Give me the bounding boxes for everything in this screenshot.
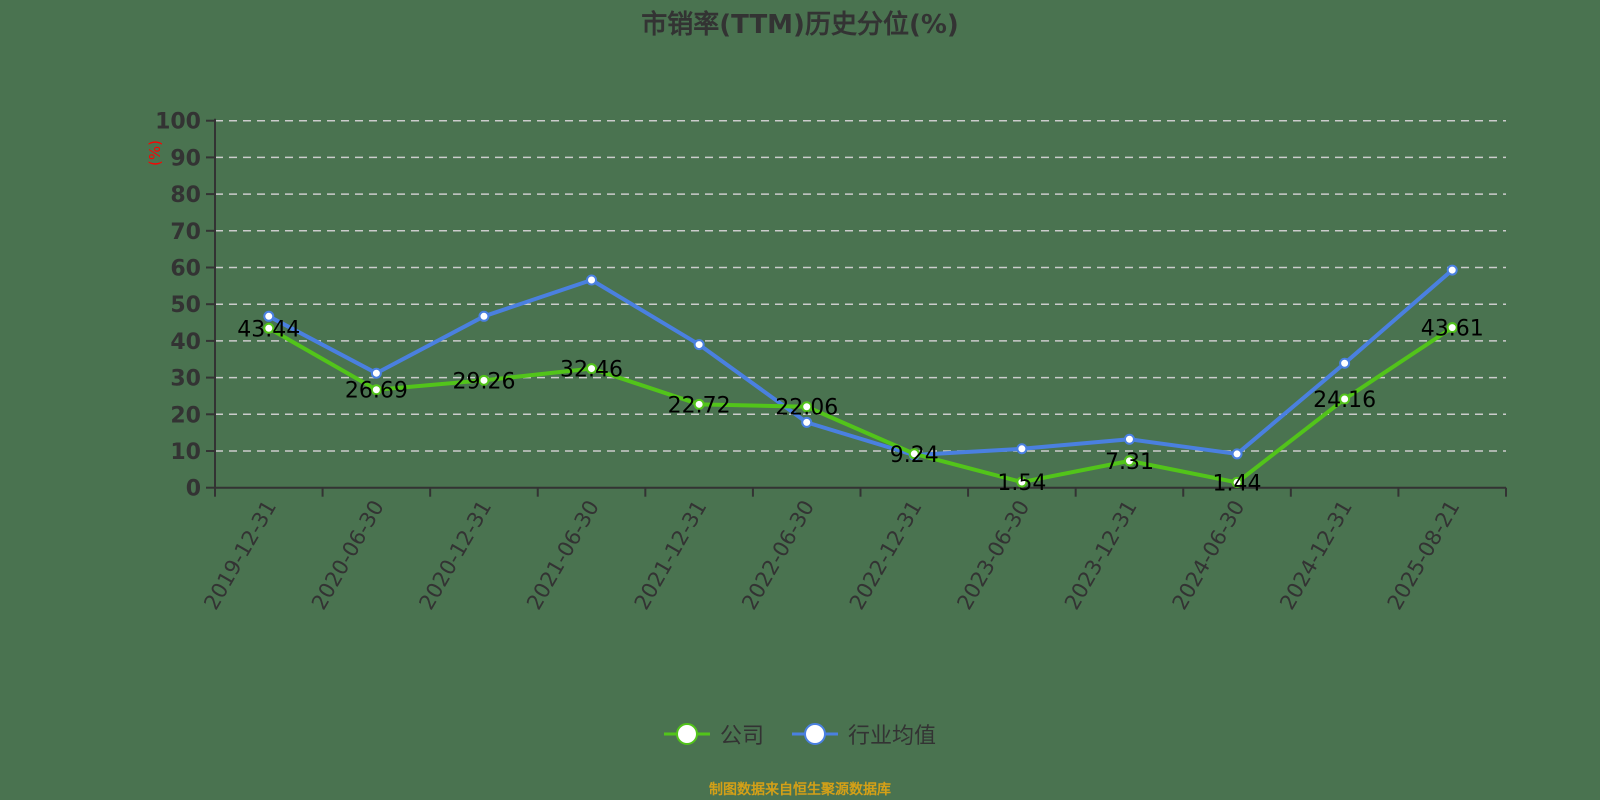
y-axis-unit-label: (%) — [146, 140, 164, 166]
y-gridlines — [215, 119, 1506, 452]
data-label: 9.24 — [890, 443, 939, 468]
data-point[interactable] — [1123, 455, 1135, 467]
data-point[interactable] — [693, 398, 705, 410]
x-tick-label: 2020-06-30 — [307, 496, 389, 614]
data-point[interactable] — [478, 310, 490, 322]
legend-item-industry[interactable]: 行业均值 — [792, 718, 936, 750]
data-point[interactable] — [1446, 264, 1458, 276]
data-point[interactable] — [693, 339, 705, 351]
data-label: 24.16 — [1313, 388, 1376, 413]
x-tick-label: 2021-06-30 — [522, 496, 604, 614]
data-point[interactable] — [801, 401, 813, 413]
data-point[interactable] — [908, 448, 920, 460]
y-axis: 0 10 20 30 40 50 60 70 80 90 100 (%) — [146, 110, 216, 502]
legend-marker-industry-icon — [792, 723, 838, 745]
y-tick-label: 10 — [170, 440, 201, 465]
data-point[interactable] — [478, 374, 490, 386]
data-point[interactable] — [1016, 443, 1028, 455]
legend-item-company[interactable]: 公司 — [663, 718, 764, 750]
data-label: 32.46 — [560, 358, 623, 383]
data-label: 22.72 — [668, 393, 731, 418]
y-tick-label: 20 — [170, 403, 201, 428]
data-point[interactable] — [1231, 476, 1243, 488]
series-industry — [267, 268, 1454, 458]
x-tick-label: 2020-12-31 — [414, 496, 496, 614]
markers-industry — [263, 264, 1458, 461]
y-tick-label: 30 — [170, 367, 201, 392]
x-tick-label: 2024-06-30 — [1168, 496, 1250, 614]
y-tick-label: 60 — [170, 257, 201, 282]
x-tick-label: 2024-12-31 — [1275, 496, 1357, 614]
data-label: 26.69 — [345, 379, 408, 404]
legend-label-industry: 行业均值 — [848, 724, 937, 749]
data-label: 29.26 — [452, 369, 515, 394]
x-tick-label: 2022-12-31 — [845, 496, 927, 614]
data-label: 1.54 — [997, 471, 1046, 496]
chart-title: 市销率(TTM)历史分位(%) — [641, 10, 959, 40]
data-point[interactable] — [1339, 357, 1351, 369]
x-tick-label: 2022-06-30 — [737, 496, 819, 614]
line-company — [267, 325, 1454, 485]
legend-marker-company-icon — [663, 723, 710, 745]
data-source-note: 制图数据来自恒生聚源数据库 — [709, 782, 891, 798]
y-tick-label: 50 — [170, 293, 201, 318]
data-point[interactable] — [1231, 448, 1243, 460]
legend-label-company: 公司 — [719, 724, 764, 749]
data-point[interactable] — [370, 367, 382, 379]
data-label: 43.61 — [1421, 317, 1484, 342]
data-point[interactable] — [586, 274, 598, 286]
data-point[interactable] — [263, 322, 275, 334]
x-tick-label: 2021-12-31 — [630, 496, 712, 614]
markers-company — [263, 322, 1458, 488]
x-axis: 2019-12-31 2020-06-30 2020-12-31 2021-06-30… — [199, 486, 1507, 614]
data-point[interactable] — [1016, 476, 1028, 488]
data-labels-company: 43.44 26.69 29.26 32.46 22.72 22.06 9.24 1.54 7.… — [237, 317, 1483, 497]
data-point[interactable] — [586, 363, 598, 375]
x-tick-label: 2023-06-30 — [952, 496, 1034, 614]
line-industry — [267, 268, 1454, 458]
data-point[interactable] — [263, 310, 275, 322]
x-tick-label: 2025-08-21 — [1383, 496, 1465, 614]
x-tick-label: 2019-12-31 — [199, 496, 281, 614]
series-company — [267, 325, 1454, 485]
y-tick-label: 0 — [186, 477, 201, 502]
data-label: 1.44 — [1213, 471, 1262, 496]
data-point[interactable] — [1123, 433, 1135, 445]
x-tick-label: 2023-12-31 — [1060, 496, 1142, 614]
data-point[interactable] — [801, 416, 813, 428]
data-label: 7.31 — [1105, 450, 1154, 475]
y-tick-label: 90 — [170, 146, 201, 171]
y-tick-label: 70 — [170, 220, 201, 245]
data-label: 43.44 — [237, 317, 300, 342]
y-tick-label: 100 — [155, 110, 201, 135]
y-tick-label: 40 — [170, 330, 201, 355]
data-label: 22.06 — [775, 396, 838, 421]
legend: 公司 行业均值 — [0, 718, 1600, 750]
data-point[interactable] — [1446, 322, 1458, 334]
y-tick-label: 80 — [170, 183, 201, 208]
data-point[interactable] — [370, 384, 382, 396]
data-point[interactable] — [1339, 393, 1351, 405]
